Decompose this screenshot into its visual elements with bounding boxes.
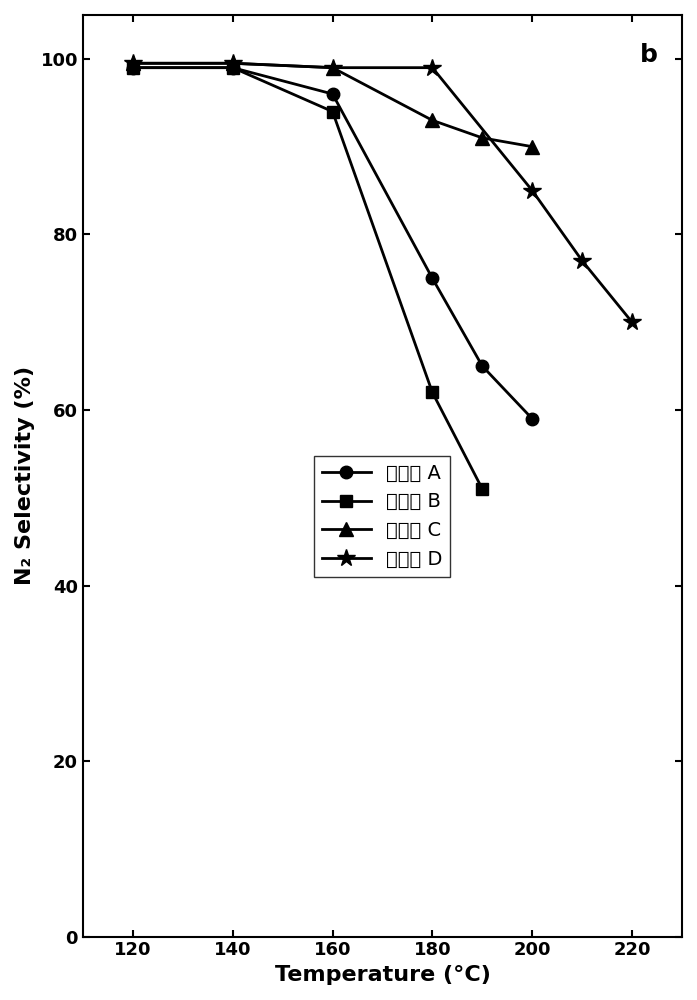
Text: b: b xyxy=(640,43,658,67)
Y-axis label: N₂ Selectivity (%): N₂ Selectivity (%) xyxy=(15,366,35,585)
X-axis label: Temperature (°C): Temperature (°C) xyxy=(275,965,491,985)
Legend: 催化剂 A, 催化剂 B, 催化剂 C, 催化剂 D: 催化剂 A, 催化剂 B, 催化剂 C, 催化剂 D xyxy=(314,456,450,577)
